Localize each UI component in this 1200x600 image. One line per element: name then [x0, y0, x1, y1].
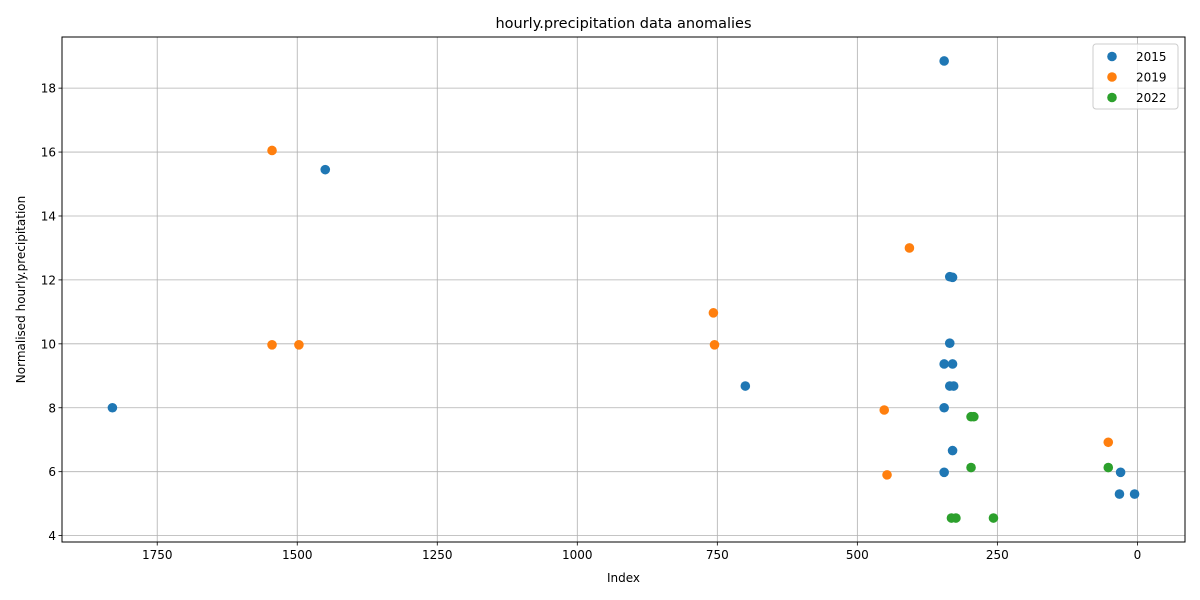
data-point: [879, 405, 890, 415]
data-point: [1129, 489, 1140, 499]
legend-marker: [1107, 72, 1117, 82]
data-point: [944, 338, 955, 348]
legend-entry-2022: 2022: [1107, 91, 1167, 105]
data-point: [1115, 467, 1126, 478]
data-point: [1103, 437, 1114, 448]
y-tick-label: 4: [48, 529, 56, 543]
grid-lines: [62, 37, 1185, 542]
data-point: [320, 164, 331, 175]
data-point: [947, 445, 958, 456]
data-point: [294, 339, 304, 350]
data-point: [740, 381, 751, 391]
x-tick-label: 1500: [282, 548, 313, 562]
x-tick-label: 0: [1134, 548, 1142, 562]
y-axis-label: Normalised hourly.precipitation: [14, 196, 28, 383]
data-point: [709, 339, 720, 350]
y-tick-label: 6: [48, 465, 56, 479]
y-tick-label: 18: [41, 82, 56, 96]
data-point: [882, 470, 892, 480]
data-point: [988, 513, 999, 523]
y-tick-label: 10: [41, 337, 56, 351]
data-point: [1103, 462, 1114, 473]
legend: 2015 2019 2022: [1092, 43, 1179, 110]
y-tick-label: 12: [41, 273, 56, 287]
legend-entry-2019: 2019: [1107, 71, 1167, 85]
series-2022: [946, 411, 1114, 523]
y-tick-label: 8: [48, 401, 56, 415]
legend-marker: [1107, 51, 1117, 62]
data-point: [267, 339, 277, 350]
data-point: [947, 359, 958, 369]
data-point: [939, 359, 949, 369]
data-point: [904, 243, 915, 253]
data-point: [939, 56, 949, 66]
data-point: [966, 462, 976, 473]
data-point: [1114, 489, 1125, 499]
legend-label: 2019: [1136, 71, 1167, 85]
x-tick-label: 1250: [422, 548, 453, 562]
x-tick-label: 250: [986, 548, 1009, 562]
x-tick-label: 750: [706, 548, 729, 562]
series-2019: [267, 145, 1114, 480]
data-point: [948, 381, 959, 391]
legend-marker: [1107, 92, 1117, 103]
y-tick-label: 14: [41, 209, 56, 223]
x-tick-label: 1750: [142, 548, 173, 562]
data-point: [939, 402, 949, 413]
x-tick-label: 1000: [562, 548, 593, 562]
data-point: [947, 272, 958, 283]
y-tick-label: 16: [41, 146, 56, 160]
series-2015: [107, 56, 1140, 499]
x-tick-label: 500: [846, 548, 869, 562]
data-point: [951, 513, 961, 523]
axis-ticks: 1750 1500 1250 1000 750 500 250 0 4 6 8 10 12 14 16 18: [41, 82, 1141, 562]
x-axis-label: Index: [607, 571, 640, 585]
plot-frame: [61, 36, 1186, 543]
legend-label: 2015: [1136, 50, 1167, 64]
legend-label: 2022: [1136, 91, 1167, 105]
chart-title: hourly.precipitation data anomalies: [495, 16, 751, 32]
data-point: [969, 411, 979, 422]
legend-entry-2015: 2015: [1107, 50, 1167, 64]
data-point: [107, 402, 118, 413]
data-points: [107, 56, 1140, 523]
data-point: [939, 467, 949, 478]
data-point: [708, 308, 719, 318]
data-point: [267, 145, 277, 156]
